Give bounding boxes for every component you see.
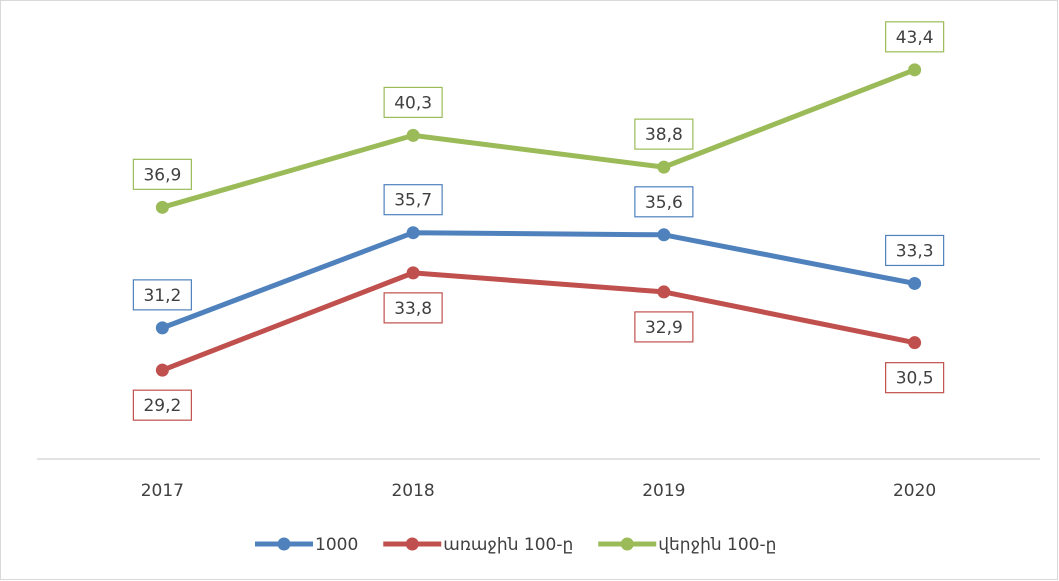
legend-marker xyxy=(277,537,291,551)
data-label: 29,2 xyxy=(143,396,181,416)
data-point xyxy=(406,226,420,240)
data-label-box xyxy=(885,234,945,267)
x-tick-label: 2019 xyxy=(642,481,685,501)
data-point xyxy=(657,160,671,174)
data-label: 31,2 xyxy=(143,286,181,306)
data-point xyxy=(155,363,169,377)
data-label: 40,3 xyxy=(394,93,432,113)
data-label-box xyxy=(885,21,945,53)
legend-marker xyxy=(620,537,634,551)
data-label: 43,4 xyxy=(896,28,934,48)
legend-label: առաջին 100-ը xyxy=(443,535,573,555)
data-point xyxy=(155,200,169,214)
data-label-box xyxy=(634,311,694,343)
data-point xyxy=(908,63,922,77)
data-label: 35,7 xyxy=(394,191,432,211)
data-label-box xyxy=(383,292,443,324)
data-label: 32,9 xyxy=(645,318,683,338)
legend-marker xyxy=(405,537,419,551)
data-label: 35,6 xyxy=(645,193,683,213)
data-label-box xyxy=(132,279,192,311)
x-tick-label: 2017 xyxy=(141,481,184,501)
data-label-box xyxy=(132,389,192,421)
legend-label: 1000 xyxy=(315,535,358,555)
data-label: 33,8 xyxy=(394,299,432,319)
data-label-box xyxy=(634,186,694,218)
data-point xyxy=(657,228,671,242)
data-label-box xyxy=(132,158,192,190)
data-label-box xyxy=(383,86,443,119)
data-point xyxy=(908,276,922,290)
data-point xyxy=(908,336,922,350)
data-point xyxy=(657,285,671,299)
series-line xyxy=(159,230,918,331)
data-label: 38,8 xyxy=(645,125,683,145)
series-line xyxy=(159,270,918,373)
data-label-box xyxy=(885,362,945,394)
series-line xyxy=(159,67,918,210)
data-label-box xyxy=(634,118,694,150)
x-tick-label: 2020 xyxy=(893,481,936,501)
data-point xyxy=(155,321,169,335)
data-point xyxy=(406,128,420,142)
x-tick-label: 2018 xyxy=(391,481,434,501)
data-label: 30,5 xyxy=(896,369,934,389)
data-label: 36,9 xyxy=(143,165,181,185)
legend-label: վերջին 100-ը xyxy=(658,535,776,555)
data-label-box xyxy=(383,184,443,216)
data-label: 33,3 xyxy=(896,241,934,261)
data-point xyxy=(406,266,420,280)
